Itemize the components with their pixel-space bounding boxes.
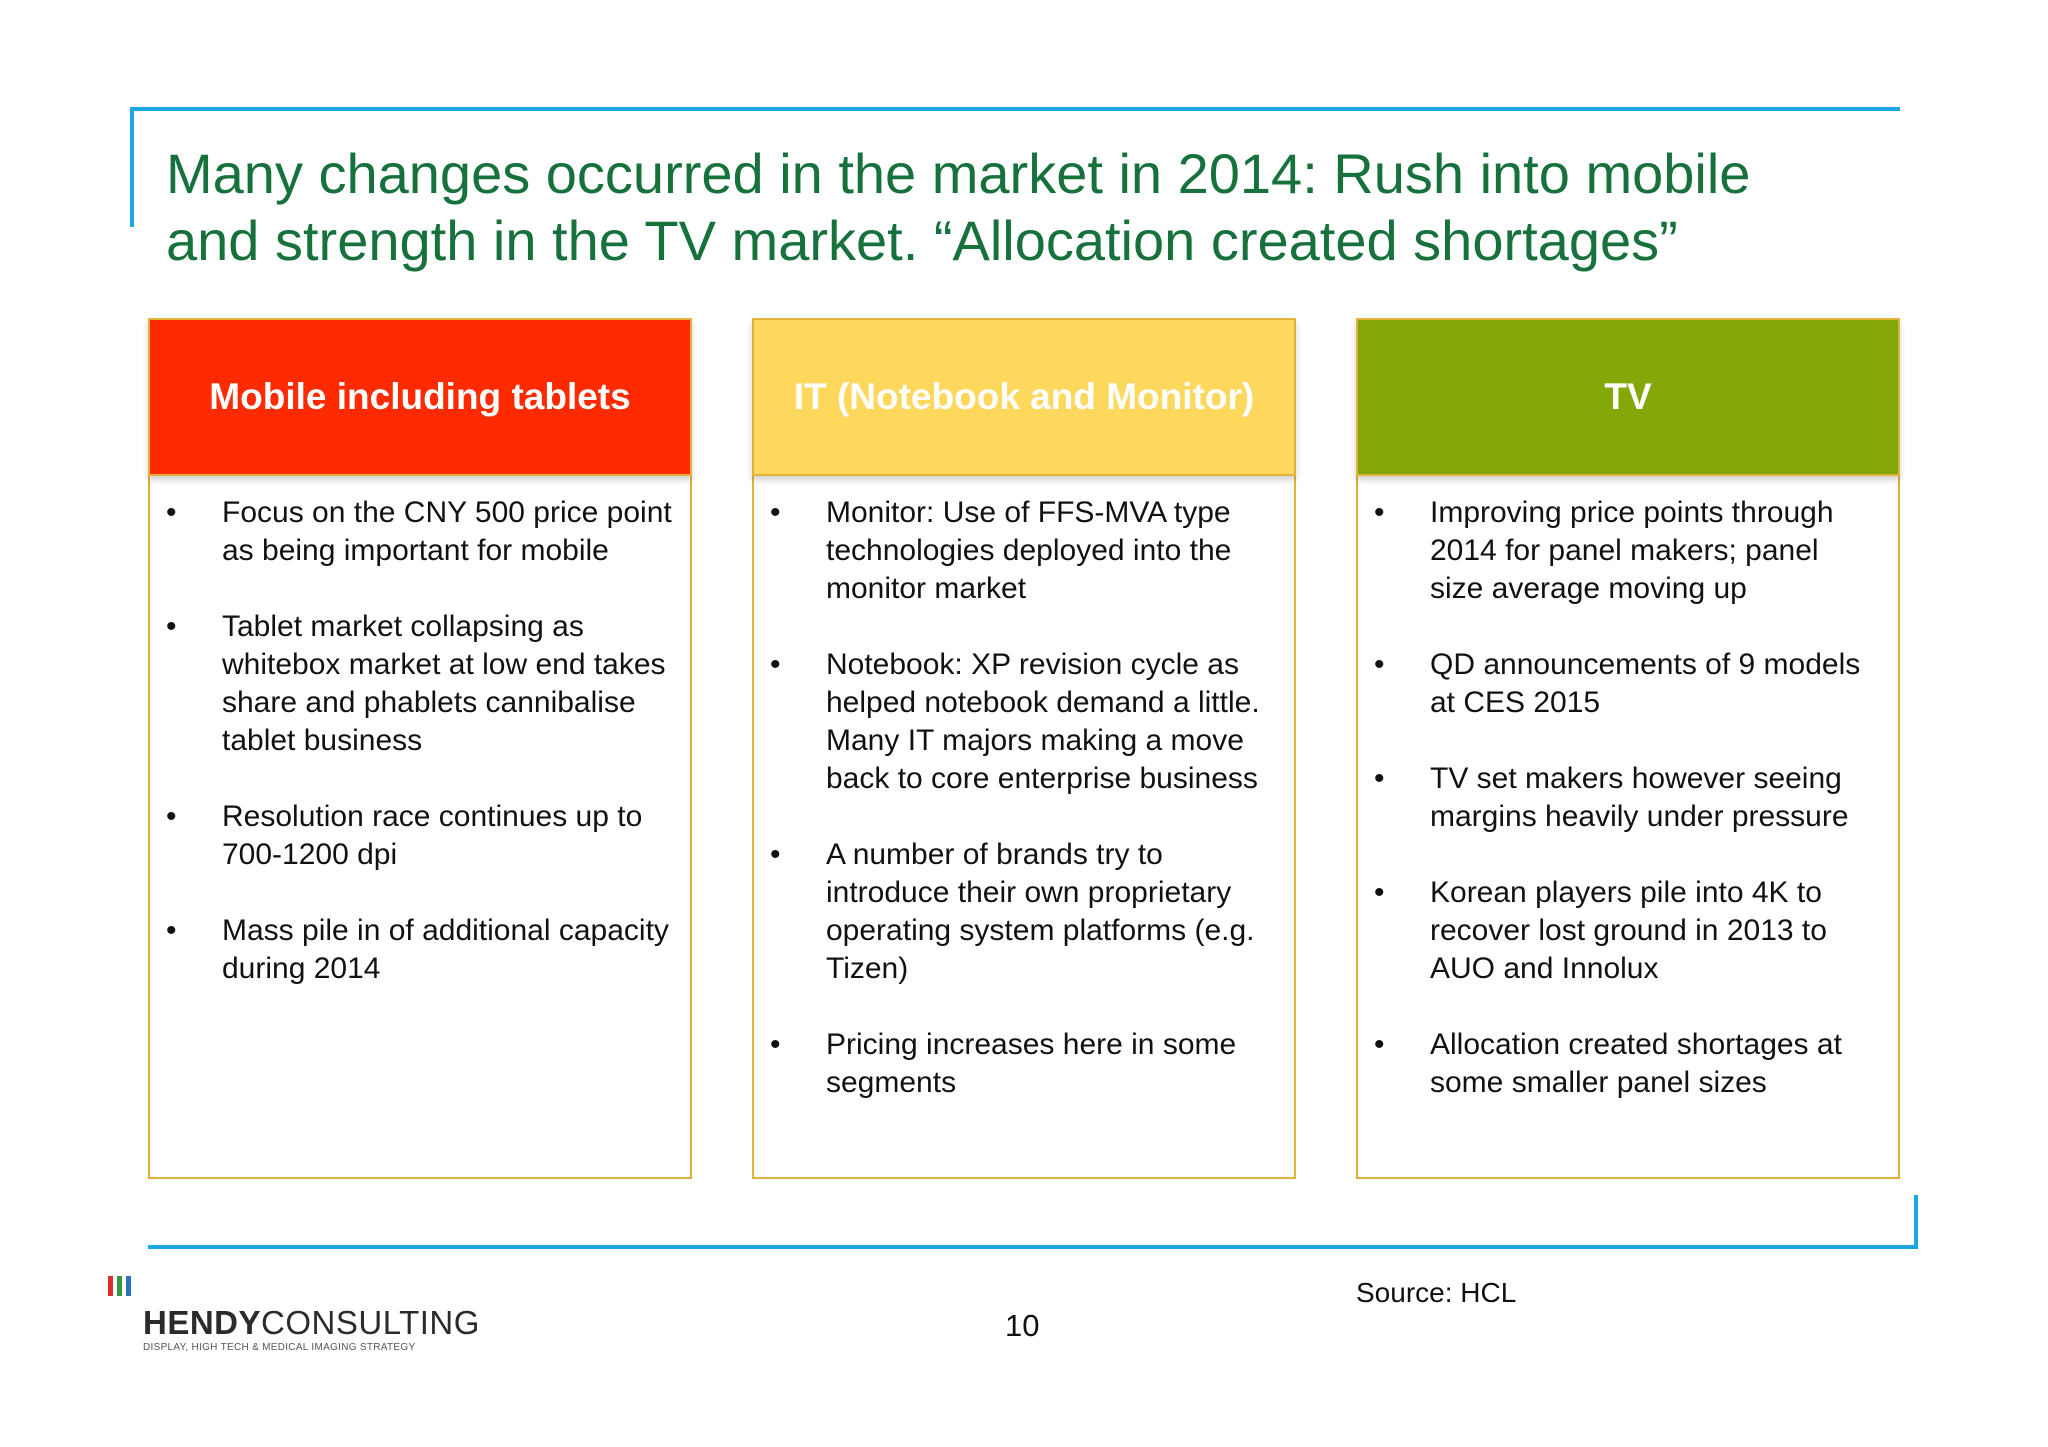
- panel-header-it: IT (Notebook and Monitor): [752, 318, 1296, 476]
- bottom-rule: [148, 1245, 1918, 1249]
- bullet-item: Resolution race continues up to 700-1200…: [150, 798, 672, 874]
- bullet-item: Korean players pile into 4K to recover l…: [1358, 874, 1880, 988]
- bullet-item: A number of brands try to introduce thei…: [754, 836, 1276, 988]
- panel-header-tv: TV: [1356, 318, 1900, 476]
- bullet-item: TV set makers however seeing margins hea…: [1358, 760, 1880, 836]
- logo-bar-green: [117, 1276, 122, 1296]
- logo-tagline: DISPLAY, HIGH TECH & MEDICAL IMAGING STR…: [143, 1342, 416, 1353]
- bullet-item: Notebook: XP revision cycle as helped no…: [754, 646, 1276, 798]
- panel-mobile: Mobile including tablets Focus on the CN…: [148, 318, 692, 1179]
- panel-body-tv: Improving price points through 2014 for …: [1356, 476, 1900, 1179]
- bullet-item: Improving price points through 2014 for …: [1358, 494, 1880, 608]
- logo-name-bold: HENDY: [143, 1304, 262, 1341]
- logo-bars-icon: [108, 1276, 135, 1296]
- top-rule-left-tick: [130, 107, 134, 227]
- bullet-item: Focus on the CNY 500 price point as bein…: [150, 494, 672, 570]
- bullet-item: Tablet market collapsing as whitebox mar…: [150, 608, 672, 760]
- bullet-list-it: Monitor: Use of FFS-MVA type technologie…: [754, 494, 1276, 1102]
- bottom-rule-right-tick: [1914, 1195, 1918, 1249]
- top-rule: [130, 107, 1900, 111]
- panel-it: IT (Notebook and Monitor) Monitor: Use o…: [752, 318, 1296, 1179]
- source-note: Source: HCL: [1356, 1277, 1517, 1308]
- logo-bar-red: [108, 1276, 113, 1296]
- page-number: 10: [1005, 1308, 1040, 1343]
- panel-body-mobile: Focus on the CNY 500 price point as bein…: [148, 476, 692, 1179]
- bullet-item: Monitor: Use of FFS-MVA type technologie…: [754, 494, 1276, 608]
- slide-title: Many changes occurred in the market in 2…: [166, 140, 1886, 274]
- title-line-2: and strength in the TV market. “Allocati…: [166, 209, 1678, 272]
- bullet-item: QD announcements of 9 models at CES 2015: [1358, 646, 1880, 722]
- panel-header-mobile: Mobile including tablets: [148, 318, 692, 476]
- bullet-list-tv: Improving price points through 2014 for …: [1358, 494, 1880, 1102]
- panel-body-it: Monitor: Use of FFS-MVA type technologie…: [752, 476, 1296, 1179]
- bullet-item: Mass pile in of additional capacity duri…: [150, 912, 672, 988]
- panel-tv: TV Improving price points through 2014 f…: [1356, 318, 1900, 1179]
- logo-bar-blue: [126, 1276, 131, 1296]
- logo-name: HENDYCONSULTING: [143, 1304, 480, 1342]
- title-line-1: Many changes occurred in the market in 2…: [166, 142, 1751, 205]
- company-logo: HENDYCONSULTING DISPLAY, HIGH TECH & MED…: [108, 1276, 488, 1356]
- logo-name-light: CONSULTING: [261, 1304, 480, 1341]
- bullet-item: Pricing increases here in some segments: [754, 1026, 1276, 1102]
- bullet-item: Allocation created shortages at some sma…: [1358, 1026, 1880, 1102]
- bullet-list-mobile: Focus on the CNY 500 price point as bein…: [150, 494, 672, 988]
